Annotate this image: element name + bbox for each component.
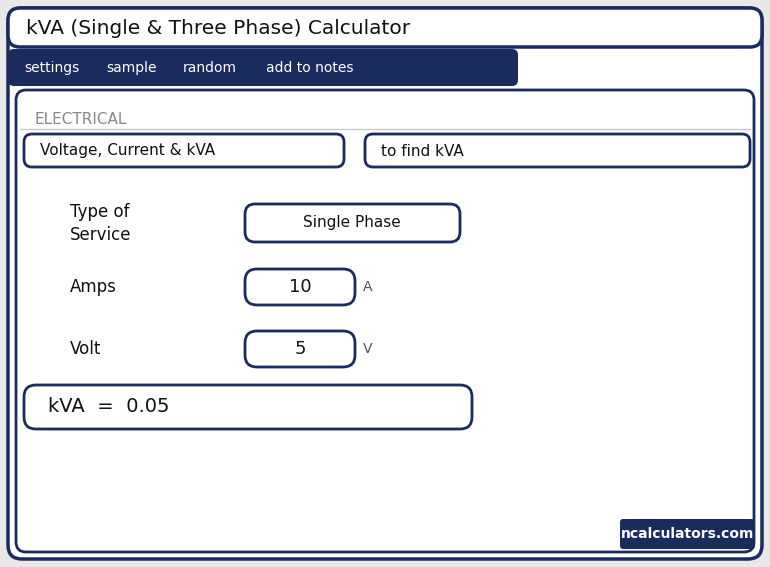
Text: random: random — [183, 61, 237, 75]
Text: Service: Service — [70, 226, 132, 244]
FancyBboxPatch shape — [245, 204, 460, 242]
Text: settings: settings — [25, 61, 79, 75]
FancyBboxPatch shape — [24, 134, 344, 167]
Text: Type of: Type of — [70, 203, 129, 221]
FancyBboxPatch shape — [8, 8, 762, 47]
Text: 5: 5 — [294, 340, 306, 358]
Text: Volt: Volt — [70, 340, 102, 358]
Text: 10: 10 — [289, 278, 311, 296]
FancyBboxPatch shape — [8, 49, 518, 86]
FancyBboxPatch shape — [16, 90, 754, 552]
Text: kVA (Single & Three Phase) Calculator: kVA (Single & Three Phase) Calculator — [26, 19, 410, 37]
Text: kVA  =  0.05: kVA = 0.05 — [48, 397, 169, 417]
Text: ELECTRICAL: ELECTRICAL — [35, 112, 127, 126]
Text: Amps: Amps — [70, 278, 117, 296]
FancyBboxPatch shape — [245, 269, 355, 305]
FancyBboxPatch shape — [620, 519, 755, 549]
Text: sample: sample — [107, 61, 157, 75]
Text: Voltage, Current & kVA: Voltage, Current & kVA — [40, 143, 215, 159]
FancyBboxPatch shape — [8, 8, 762, 559]
Text: Single Phase: Single Phase — [303, 215, 401, 231]
FancyBboxPatch shape — [24, 385, 472, 429]
Text: add to notes: add to notes — [266, 61, 353, 75]
FancyBboxPatch shape — [365, 134, 750, 167]
Text: ncalculators.com: ncalculators.com — [621, 527, 755, 541]
Text: V: V — [363, 342, 373, 356]
FancyBboxPatch shape — [245, 331, 355, 367]
Text: to find kVA: to find kVA — [381, 143, 464, 159]
Text: A: A — [363, 280, 373, 294]
